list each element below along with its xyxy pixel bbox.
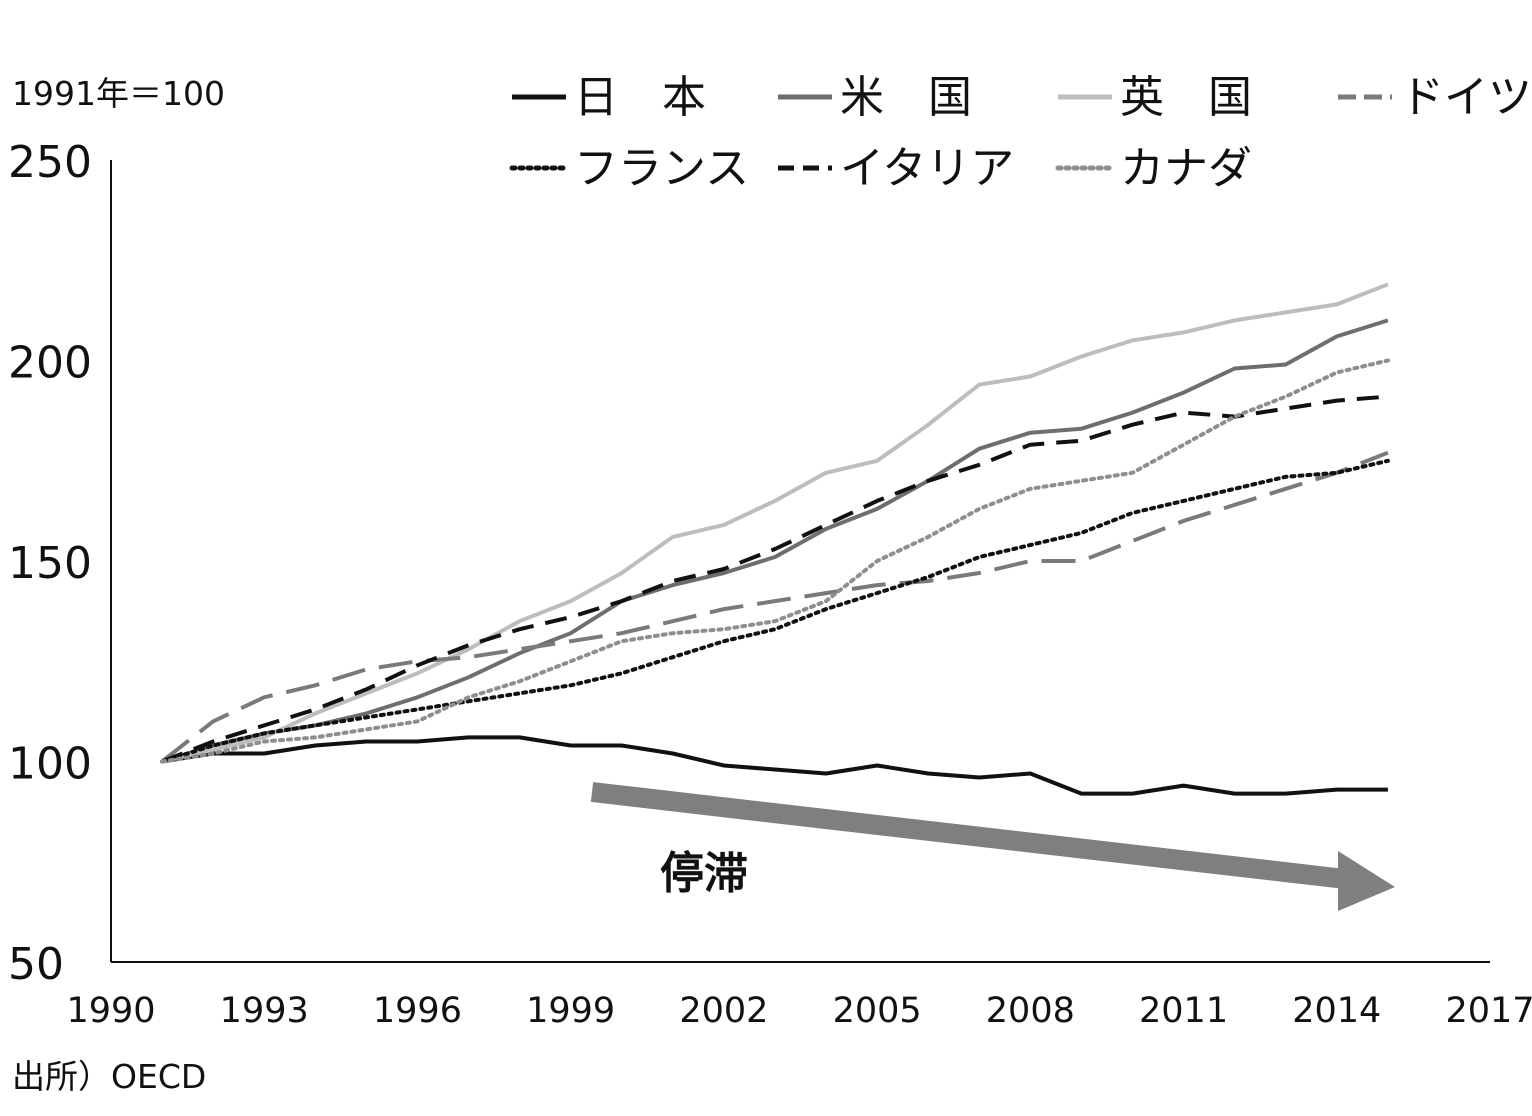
legend-label: 英 国 bbox=[1120, 72, 1252, 123]
legend-label: カナダ bbox=[1120, 143, 1252, 194]
legend-label: フランス bbox=[574, 143, 749, 194]
series-line bbox=[161, 282, 1389, 764]
series-line bbox=[160, 358, 1390, 764]
y-tick-label: 50 bbox=[8, 939, 64, 990]
y-axis-ticks: 50 100 150 200 250 bbox=[8, 137, 92, 990]
series-line bbox=[161, 735, 1388, 796]
legend-label: 日 本 bbox=[574, 72, 706, 123]
legend-label: イタリア bbox=[840, 143, 1014, 194]
x-tick-label: 1996 bbox=[373, 991, 462, 1031]
x-tick-label: 2017 bbox=[1445, 991, 1532, 1031]
y-tick-label: 250 bbox=[8, 137, 92, 188]
stagnation-arrow bbox=[590, 782, 1395, 911]
legend-label: 米 国 bbox=[840, 72, 972, 123]
x-axis-ticks: 1990 1993 1996 1999 2002 2005 2008 2011 2014 2017 bbox=[66, 991, 1532, 1031]
annotation-stagnation: 停滞 bbox=[660, 848, 748, 899]
source-note: 出所）OECD bbox=[12, 1057, 206, 1096]
unit-note: 1991年＝100 bbox=[12, 74, 225, 113]
y-tick-label: 200 bbox=[8, 338, 92, 389]
x-tick-label: 2005 bbox=[833, 991, 922, 1031]
series-line bbox=[160, 458, 1390, 764]
x-tick-label: 2008 bbox=[986, 991, 1075, 1031]
x-tick-label: 2002 bbox=[679, 991, 768, 1031]
series-line bbox=[160, 450, 1389, 764]
x-tick-label: 1990 bbox=[66, 991, 155, 1031]
legend-label: ドイツ bbox=[1400, 72, 1532, 123]
y-tick-label: 100 bbox=[8, 739, 92, 790]
x-tick-label: 1999 bbox=[526, 991, 615, 1031]
series-line bbox=[161, 318, 1389, 764]
x-tick-label: 1993 bbox=[220, 991, 309, 1031]
y-tick-label: 150 bbox=[8, 538, 92, 589]
x-tick-label: 2011 bbox=[1139, 991, 1228, 1031]
series-layer bbox=[160, 282, 1390, 796]
x-tick-label: 2014 bbox=[1292, 991, 1381, 1031]
series-line bbox=[161, 394, 1389, 764]
